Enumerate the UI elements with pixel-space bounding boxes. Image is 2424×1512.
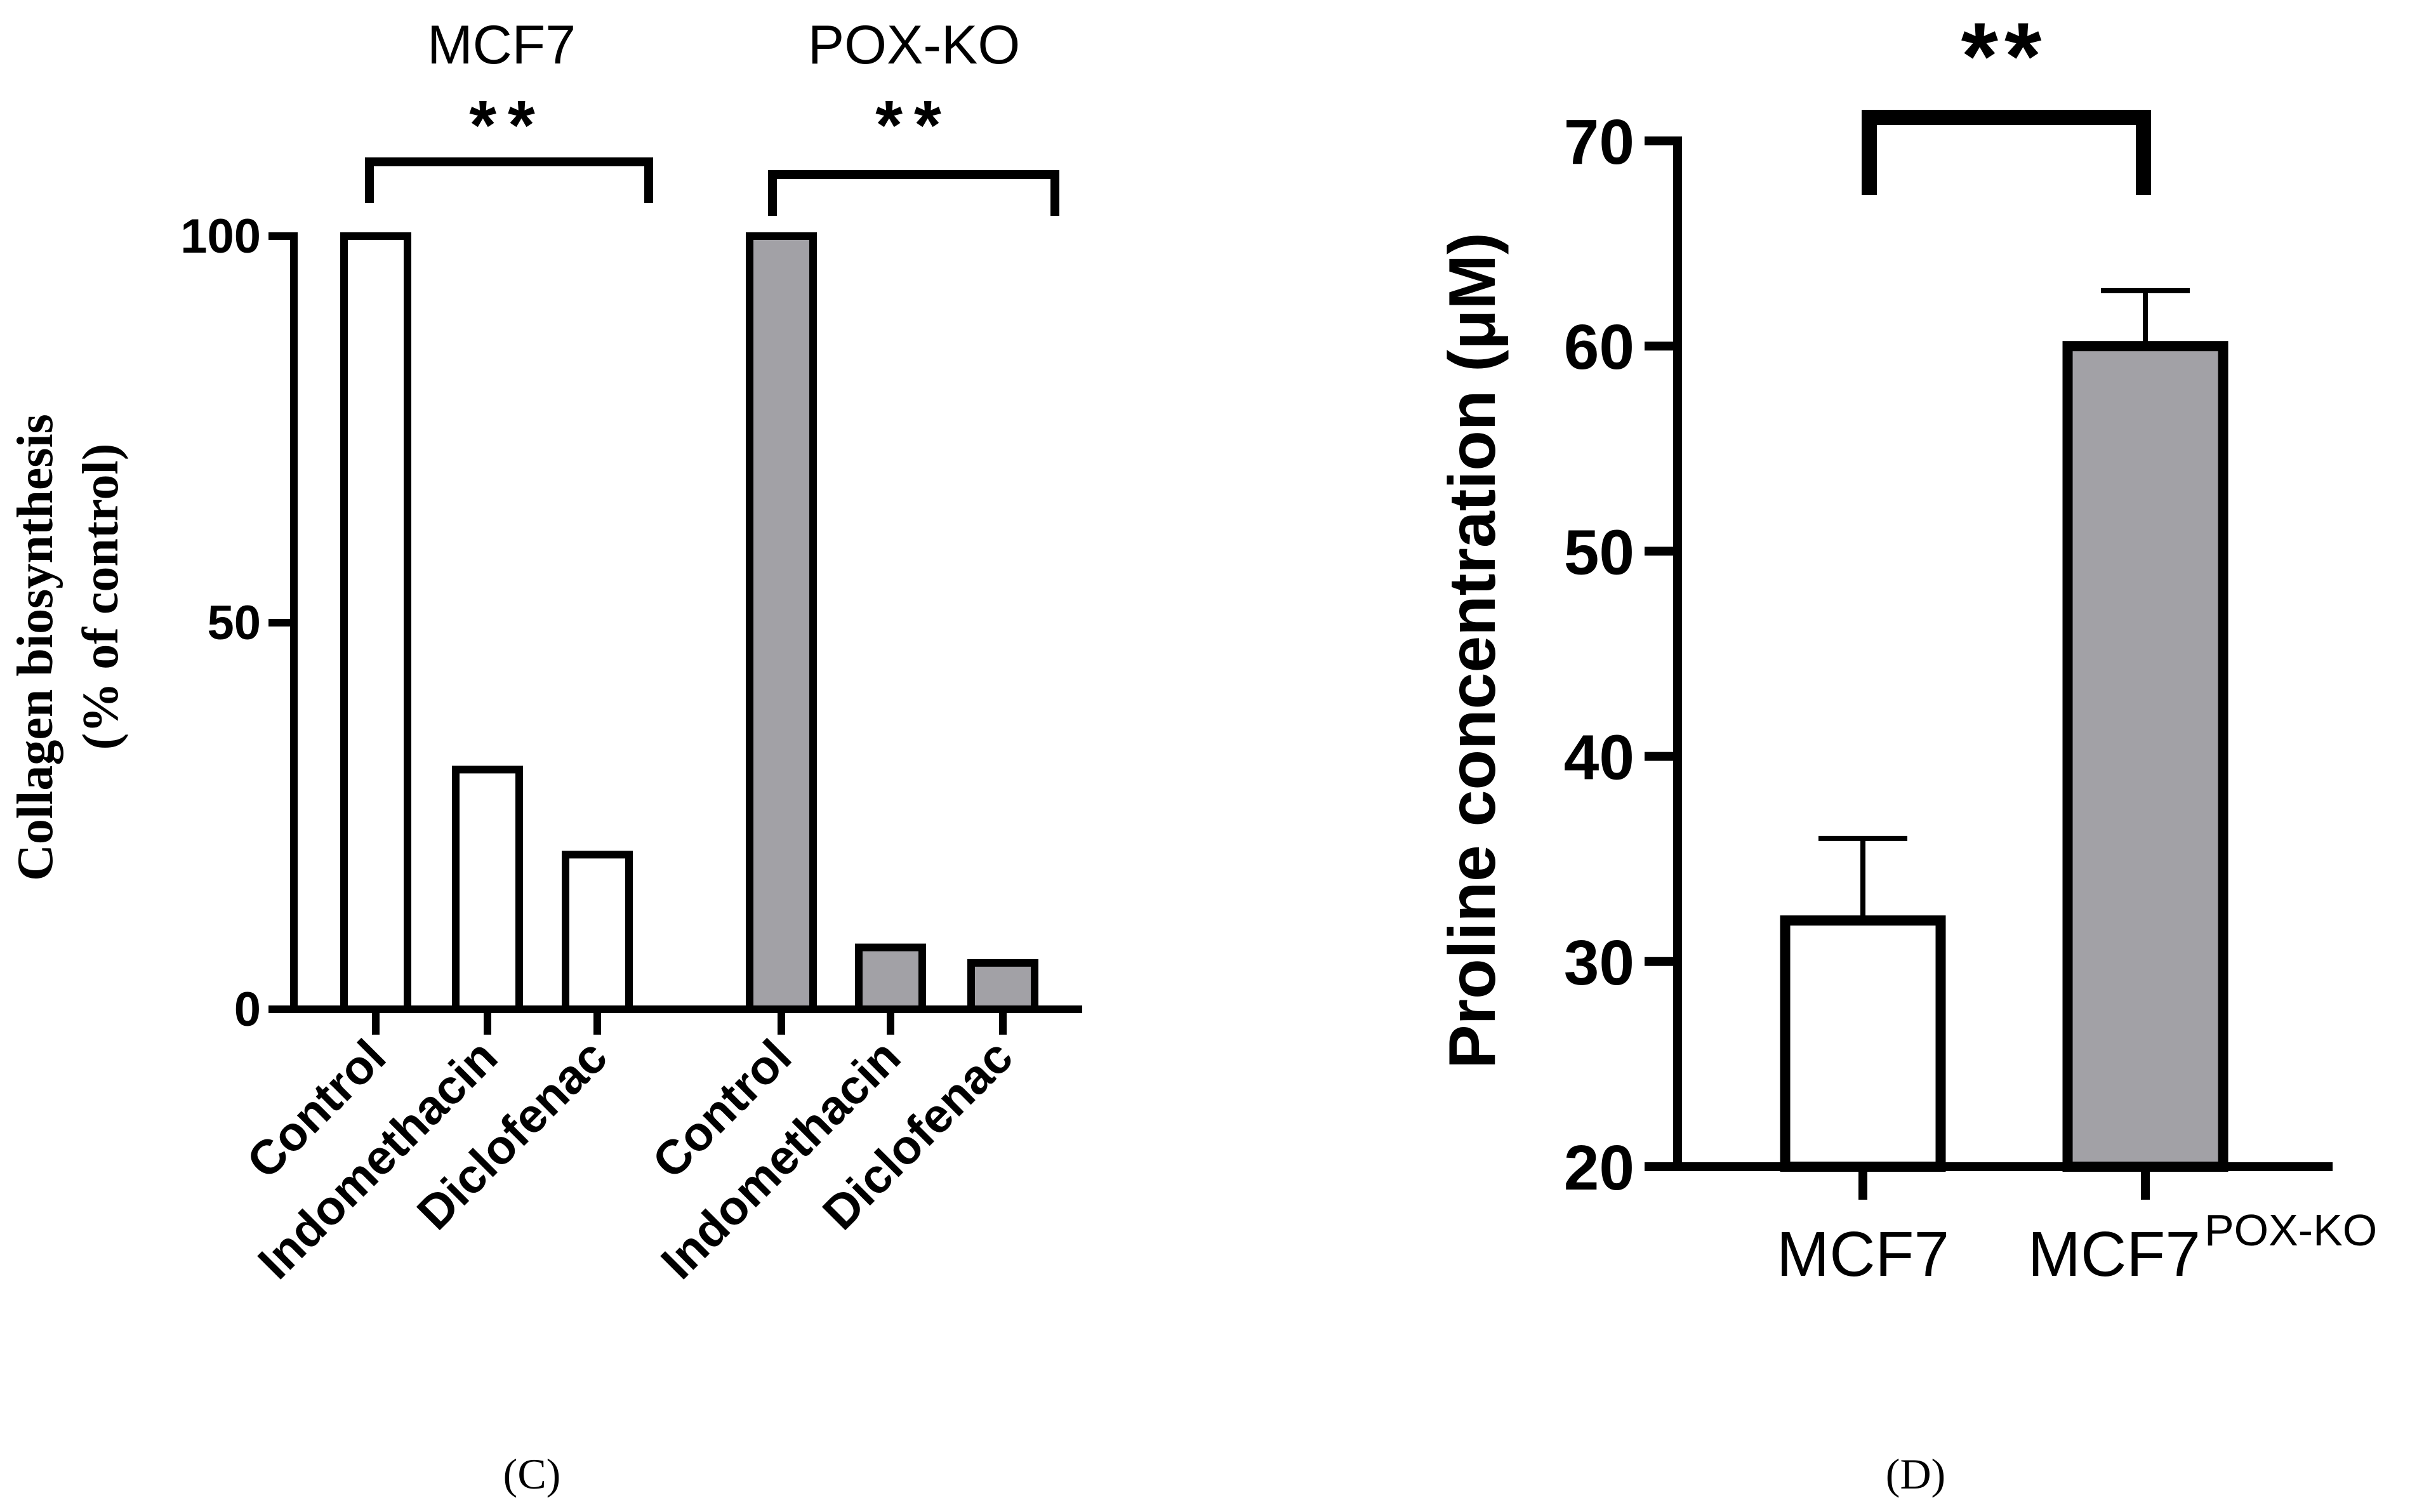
panel-c-chart: Collagen biosynthesis (% of control) (C)… — [8, 15, 1082, 1498]
panel-c-y-tick-label: 50 — [207, 596, 261, 650]
panel-d-y-tick-label: 40 — [1564, 722, 1634, 793]
panel-d-significance-bracket — [1862, 110, 2151, 195]
panel-c-bar — [746, 232, 817, 1013]
panel-d-y-tick-label: 30 — [1564, 927, 1634, 998]
panel-c-bar — [452, 766, 523, 1014]
panel-c-bar — [340, 232, 411, 1013]
panel-c-significance-bracket — [365, 157, 653, 203]
panel-c-bar — [562, 851, 633, 1014]
panel-c-y-tick-label: 100 — [180, 209, 261, 263]
panel-c-bar — [967, 958, 1038, 1014]
panel-d-chart: Proline concentration (μM) (D) 20 30 40 50 6… — [1436, 3, 2377, 1498]
panel-c-ylabel-line2: (% of control) — [73, 444, 129, 750]
panel-c-group-title: MCF7 — [427, 15, 576, 76]
panel-d-label: (D) — [1886, 1450, 1945, 1498]
panel-d-bar — [2062, 341, 2229, 1172]
panel-d-y-tick-label: 50 — [1564, 517, 1634, 588]
panel-d-category-label: MCF7POX-KO — [2028, 1205, 2378, 1290]
panel-d-y-tick-label: 70 — [1564, 107, 1634, 178]
panel-c-significance: ** — [469, 86, 546, 164]
panel-d-y-tick-label: 20 — [1564, 1132, 1634, 1204]
panel-d-y-tick-label: 60 — [1564, 312, 1634, 383]
panel-d-ylabel: Proline concentration (μM) — [1436, 232, 1509, 1068]
panel-c-y-tick-label: 0 — [234, 983, 261, 1037]
panel-d-bar — [1780, 915, 1946, 1172]
panel-c-ylabel-line1: Collagen biosynthesis — [8, 414, 63, 881]
panel-c-label: (C) — [503, 1450, 561, 1498]
panel-c-bar — [855, 943, 926, 1014]
panel-c-group-title: POX-KO — [808, 15, 1021, 76]
panel-d-significance: ** — [1961, 3, 2048, 109]
panel-d-category-label: MCF7 — [1777, 1219, 1949, 1290]
panel-c-significance-bracket — [768, 170, 1059, 216]
panel-c-significance: ** — [875, 86, 953, 164]
